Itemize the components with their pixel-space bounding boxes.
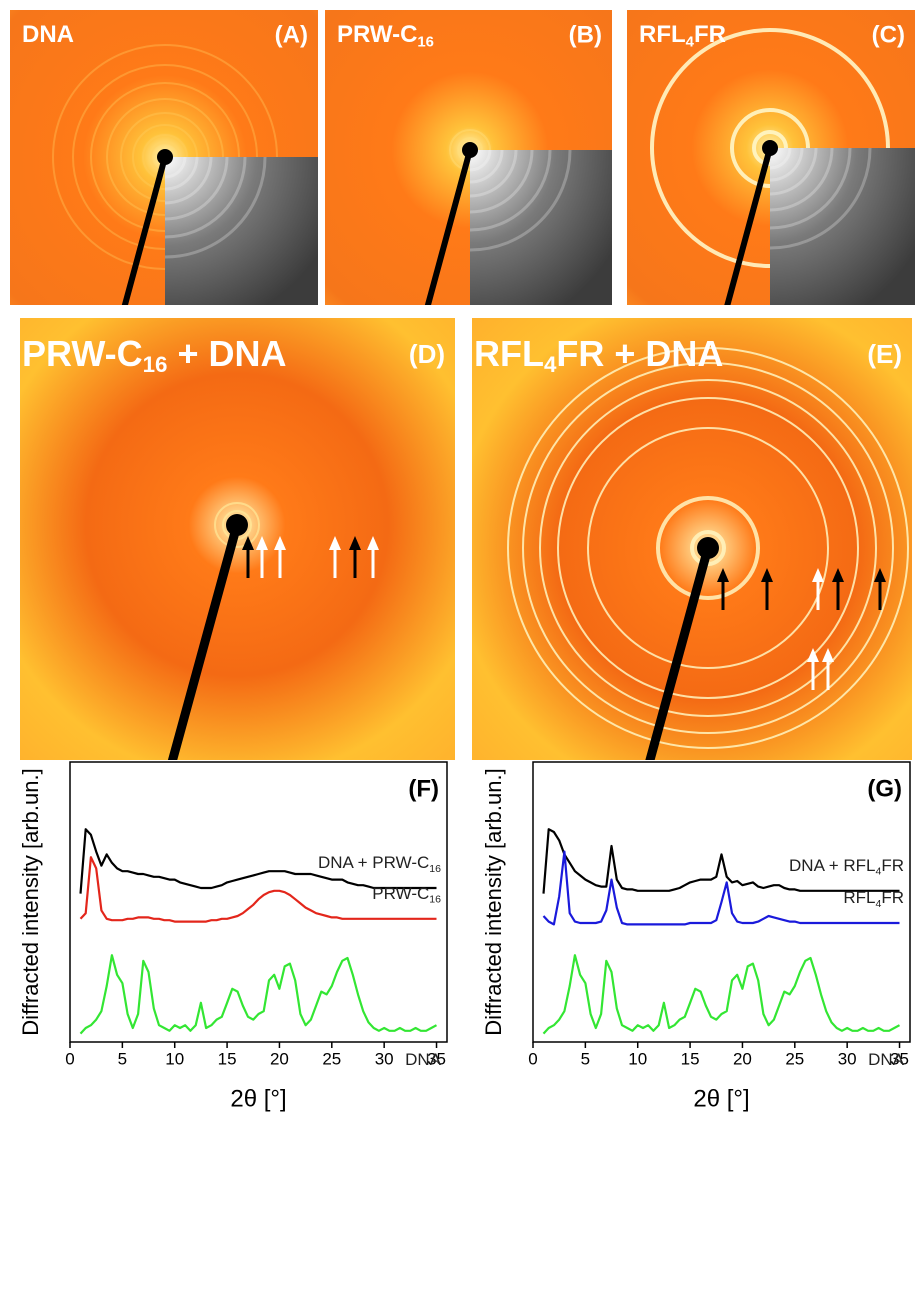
figure: DNA(A)PRW-C16(B)RFL4FR(C)PRW-C16 + DNA(D… bbox=[0, 0, 915, 1290]
text-part: DNA bbox=[868, 1050, 905, 1069]
text-part: RFL bbox=[639, 21, 686, 48]
panel-label: (E) bbox=[867, 339, 902, 369]
text-part: DNA bbox=[22, 21, 74, 48]
beam-stop-head bbox=[226, 514, 248, 536]
text-part: + DNA bbox=[167, 333, 286, 374]
series-label: RFL4FR bbox=[843, 888, 904, 909]
x-axis-label: 2θ [°] bbox=[693, 1085, 749, 1112]
x-tick-label: 15 bbox=[681, 1049, 700, 1068]
x-tick-label: 15 bbox=[218, 1049, 237, 1068]
panel-label: (D) bbox=[409, 339, 445, 369]
panel-title: RFL4FR + DNA bbox=[474, 333, 723, 377]
beam-stop-head bbox=[762, 140, 778, 156]
y-axis-label: Diffracted intensity [arb.un.] bbox=[481, 768, 506, 1035]
beam-stop-head bbox=[697, 537, 719, 559]
subscript: 16 bbox=[429, 893, 441, 905]
panel-label: (F) bbox=[408, 775, 439, 802]
text-part: FR + DNA bbox=[556, 333, 723, 374]
beam-stop-head bbox=[157, 149, 173, 165]
x-tick-label: 25 bbox=[785, 1049, 804, 1068]
y-axis-label: Diffracted intensity [arb.un.] bbox=[18, 768, 43, 1035]
x-tick-label: 30 bbox=[838, 1049, 857, 1068]
x-tick-label: 5 bbox=[118, 1049, 127, 1068]
text-part: FR bbox=[881, 888, 904, 907]
series-label: DNA + PRW-C16 bbox=[318, 853, 441, 874]
panel-label: (G) bbox=[867, 775, 902, 802]
subscript: 4 bbox=[544, 352, 557, 377]
beam-stop-head bbox=[462, 142, 478, 158]
series-label: DNA bbox=[868, 1050, 905, 1069]
subscript: 16 bbox=[429, 863, 441, 875]
x-tick-label: 30 bbox=[375, 1049, 394, 1068]
x-tick-label: 20 bbox=[270, 1049, 289, 1068]
panel-label: (C) bbox=[872, 21, 905, 48]
text-part: PRW-C bbox=[372, 884, 429, 903]
text-part: FR bbox=[881, 856, 904, 875]
series-label: DNA bbox=[405, 1050, 442, 1069]
x-tick-label: 25 bbox=[322, 1049, 341, 1068]
subscript: 16 bbox=[417, 35, 434, 51]
line-series bbox=[81, 955, 437, 1033]
text-part: DNA + RFL bbox=[789, 856, 875, 875]
text-part: DNA + PRW-C bbox=[318, 853, 429, 872]
text-part: RFL bbox=[474, 333, 544, 374]
text-part: PRW-C bbox=[337, 21, 417, 48]
x-tick-label: 10 bbox=[628, 1049, 647, 1068]
panel-label: (A) bbox=[275, 21, 308, 48]
text-part: FR bbox=[694, 21, 726, 48]
panel-title: RFL4FR bbox=[639, 21, 726, 50]
series-label: DNA + RFL4FR bbox=[789, 856, 904, 877]
x-tick-label: 0 bbox=[528, 1049, 537, 1068]
x-tick-label: 0 bbox=[65, 1049, 74, 1068]
text-part: RFL bbox=[843, 888, 875, 907]
line-series bbox=[544, 955, 900, 1033]
x-tick-label: 5 bbox=[581, 1049, 590, 1068]
text-part: PRW-C bbox=[22, 333, 143, 374]
panel-title: DNA bbox=[22, 21, 74, 48]
x-tick-label: 20 bbox=[733, 1049, 752, 1068]
panel-label: (B) bbox=[569, 21, 602, 48]
x-axis-label: 2θ [°] bbox=[230, 1085, 286, 1112]
subscript: 16 bbox=[143, 352, 168, 377]
x-tick-label: 10 bbox=[165, 1049, 184, 1068]
text-part: DNA bbox=[405, 1050, 442, 1069]
